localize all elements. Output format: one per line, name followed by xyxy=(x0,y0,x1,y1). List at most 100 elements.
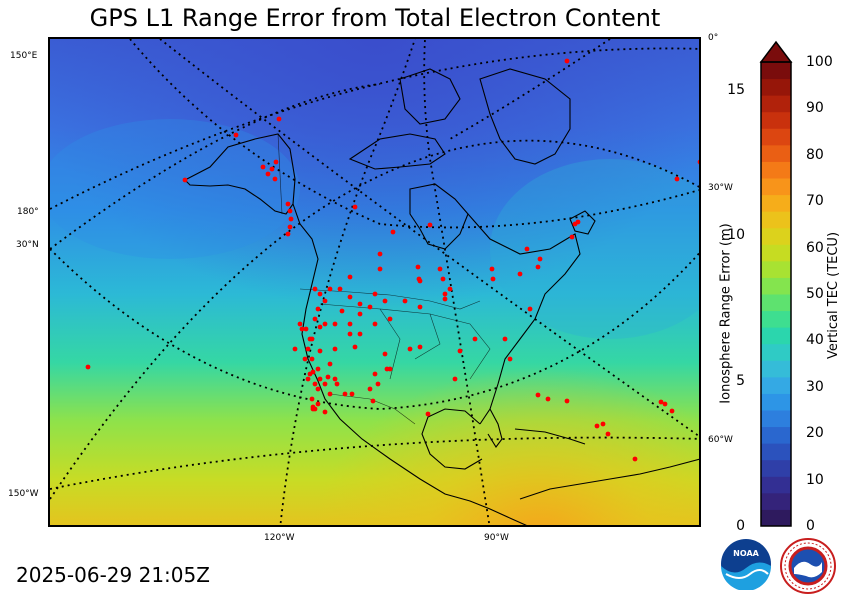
colorbar-tick-left: 10 xyxy=(727,227,745,244)
station-marker xyxy=(535,392,541,398)
station-marker xyxy=(402,298,408,304)
station-marker xyxy=(265,171,271,177)
station-marker xyxy=(600,421,606,427)
station-marker xyxy=(517,271,523,277)
colorbar-segment xyxy=(761,426,791,444)
station-marker xyxy=(415,264,421,270)
station-marker xyxy=(384,366,390,372)
station-marker xyxy=(322,409,328,415)
graticule-label-150w: 150°W xyxy=(8,489,39,499)
station-marker xyxy=(375,381,381,387)
colorbar-segment xyxy=(761,194,791,212)
colorbar-tick-right: 0 xyxy=(806,518,815,534)
station-marker xyxy=(377,266,383,272)
colorbar-tick-right: 90 xyxy=(806,100,824,117)
colorbar-tick-right: 50 xyxy=(806,286,824,302)
station-marker xyxy=(594,423,600,429)
station-marker xyxy=(387,316,393,322)
station-marker xyxy=(337,286,343,292)
station-marker xyxy=(442,296,448,302)
gnss-stations xyxy=(85,58,699,462)
station-marker xyxy=(605,431,611,437)
station-marker xyxy=(502,336,508,342)
station-marker xyxy=(260,164,266,170)
station-marker xyxy=(285,231,291,237)
graticule-label-30n: 30°N xyxy=(16,240,39,250)
colorbar-segment xyxy=(761,128,791,146)
colorbar-segment xyxy=(761,376,791,394)
station-marker xyxy=(524,246,530,252)
station-marker xyxy=(309,396,315,402)
station-marker xyxy=(669,408,675,414)
station-marker xyxy=(447,286,453,292)
station-marker xyxy=(352,344,358,350)
colorbar-tick-right: 30 xyxy=(806,378,824,395)
colorbar-segment xyxy=(761,310,791,328)
station-marker xyxy=(569,234,575,240)
station-marker xyxy=(347,321,353,327)
station-marker xyxy=(322,381,328,387)
station-marker xyxy=(535,264,541,270)
station-marker xyxy=(273,159,279,165)
station-marker xyxy=(417,344,423,350)
station-marker xyxy=(322,321,328,327)
colorbar-segment xyxy=(761,161,791,179)
station-marker xyxy=(310,404,316,410)
station-marker xyxy=(527,306,533,312)
colorbar-segment xyxy=(761,260,791,278)
station-marker xyxy=(327,361,333,367)
colorbar-segment xyxy=(761,78,791,96)
timestamp: 2025-06-29 21:05Z xyxy=(16,563,210,587)
station-marker xyxy=(347,294,353,300)
colorbar-tick-right: 10 xyxy=(806,471,824,488)
station-marker xyxy=(327,391,333,397)
colorbar-segment xyxy=(761,443,791,461)
station-marker xyxy=(347,331,353,337)
station-marker xyxy=(315,306,321,312)
station-marker xyxy=(332,376,338,382)
station-marker xyxy=(327,286,333,292)
station-marker xyxy=(390,229,396,235)
station-marker xyxy=(309,336,315,342)
station-marker xyxy=(490,276,496,282)
station-marker xyxy=(537,256,543,262)
nws-logo-icon xyxy=(780,538,836,594)
station-marker xyxy=(352,204,358,210)
colorbar-segment xyxy=(761,178,791,196)
station-marker xyxy=(347,274,353,280)
station-marker xyxy=(370,398,376,404)
colorbar-tick-left: 0 xyxy=(736,518,745,534)
station-marker xyxy=(317,376,323,382)
station-marker xyxy=(437,266,443,272)
station-marker xyxy=(472,336,478,342)
station-marker xyxy=(489,266,495,272)
station-marker xyxy=(325,374,331,380)
station-marker xyxy=(287,224,293,230)
station-marker xyxy=(272,176,278,182)
station-marker xyxy=(285,201,291,207)
station-marker xyxy=(332,321,338,327)
station-marker xyxy=(305,376,311,382)
station-marker xyxy=(440,276,446,282)
colorbar-segment xyxy=(761,294,791,312)
station-marker xyxy=(309,356,315,362)
graticule xyxy=(50,39,699,525)
colorbar-segment xyxy=(761,111,791,129)
colorbar-tick-right: 40 xyxy=(806,332,824,349)
station-marker xyxy=(442,291,448,297)
station-marker xyxy=(332,346,338,352)
colorbar-segment xyxy=(761,95,791,113)
station-marker xyxy=(697,159,699,165)
station-marker xyxy=(564,58,570,64)
page-title: GPS L1 Range Error from Total Electron C… xyxy=(89,4,661,32)
colorbar-segment xyxy=(761,227,791,245)
tec-map xyxy=(48,37,701,527)
station-marker xyxy=(287,208,293,214)
colorbar-segment xyxy=(761,244,791,262)
colorbar-segment xyxy=(761,509,791,527)
station-marker xyxy=(317,291,323,297)
station-marker xyxy=(233,132,239,138)
station-marker xyxy=(302,356,308,362)
station-marker xyxy=(632,456,638,462)
colorbar-extend-arrow xyxy=(759,40,793,63)
